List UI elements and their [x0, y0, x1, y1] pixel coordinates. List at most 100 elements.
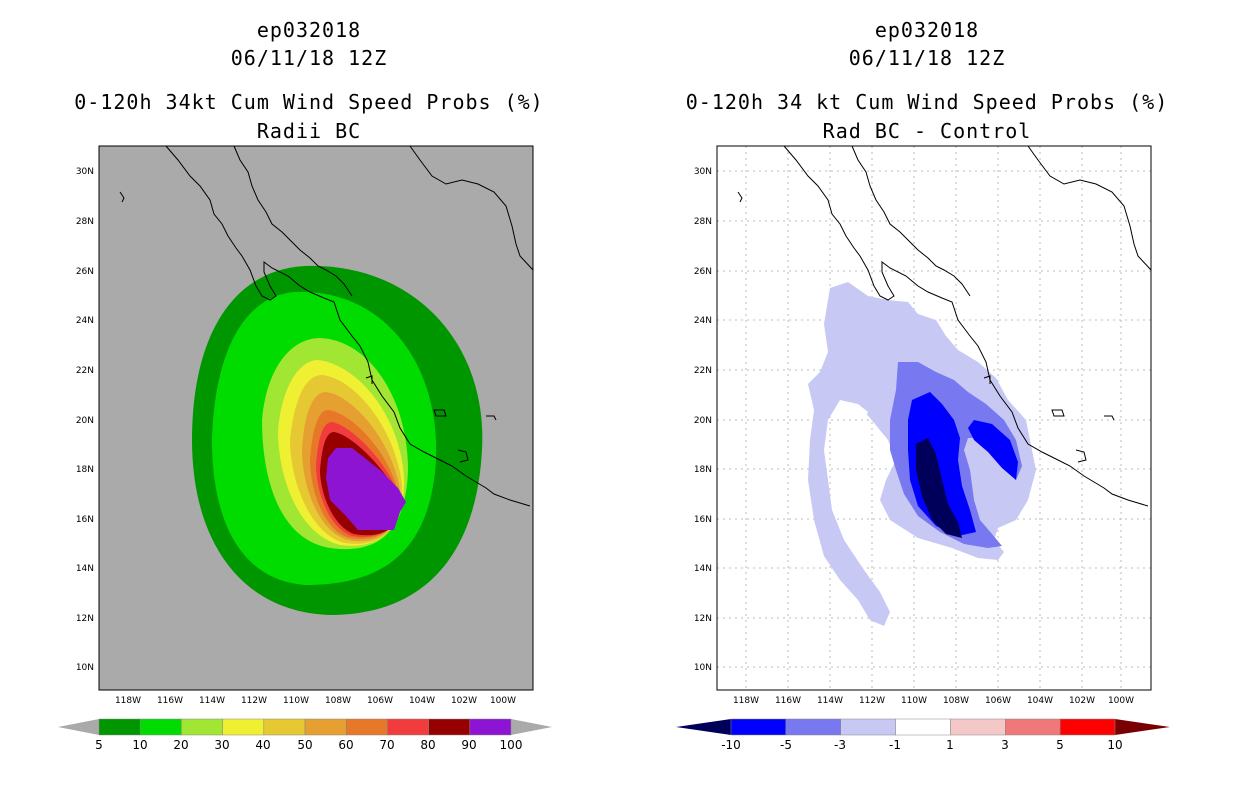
lon-label: 110W: [901, 696, 927, 706]
lon-label: 102W: [451, 696, 477, 706]
lon-label: 100W: [1108, 696, 1134, 706]
left-title: 0-120h 34kt Cum Wind Speed Probs (%): [74, 90, 544, 114]
lon-label: 116W: [157, 696, 183, 706]
right-gridlines: [717, 146, 1151, 690]
right-panel: ep032018 06/11/18 12Z 0-120h 34 kt Cum W…: [618, 0, 1236, 800]
colorbar-cell: [263, 718, 306, 736]
lat-label: 26N: [76, 267, 94, 277]
left-colorbar-low-arrow: [58, 719, 99, 735]
colorbar-label: 5: [95, 738, 103, 752]
lat-label: 20N: [76, 416, 94, 426]
left-datetime: 06/11/18 12Z: [230, 46, 388, 70]
lon-label: 110W: [283, 696, 309, 706]
lat-label: 28N: [694, 217, 712, 227]
right-colorbar: -10 -5 -3 -1 1 3 5 10: [676, 718, 1170, 752]
right-map-frame: [716, 145, 1152, 691]
left-colorbar: 5 10 20 30 40 50 60 70 80 90 100: [58, 718, 552, 752]
colorbar-label: 60: [338, 738, 353, 752]
colorbar-cell: [895, 718, 951, 736]
right-colorbar-cells: [730, 718, 1116, 736]
colorbar-label: 100: [500, 738, 523, 752]
colorbar-cell: [181, 718, 223, 736]
lat-label: 24N: [694, 316, 712, 326]
colorbar-cell: [222, 718, 265, 736]
colorbar-cell: [345, 718, 388, 736]
lat-label: 22N: [694, 366, 712, 376]
colorbar-cell: [304, 718, 347, 736]
lon-label: 100W: [490, 696, 516, 706]
colorbar-label: 20: [173, 738, 188, 752]
lon-label: 106W: [985, 696, 1011, 706]
right-map-figure: 30N 28N 26N 24N 22N 20N 18N 16N 14N 12N …: [676, 145, 1170, 752]
left-colorbar-high-arrow: [511, 719, 552, 735]
right-title: 0-120h 34 kt Cum Wind Speed Probs (%): [685, 90, 1169, 114]
lat-label: 18N: [76, 465, 94, 475]
colorbar-label: -3: [834, 738, 846, 752]
colorbar-label: 40: [255, 738, 270, 752]
lon-label: 108W: [943, 696, 969, 706]
colorbar-cell: [840, 718, 896, 736]
lat-label: 10N: [694, 663, 712, 673]
left-colorbar-labels: 5 10 20 30 40 50 60 70 80 90 100: [95, 738, 522, 752]
colorbar-cell: [139, 718, 182, 736]
right-datetime: 06/11/18 12Z: [848, 46, 1006, 70]
lon-label: 118W: [115, 696, 141, 706]
lat-label: 26N: [694, 267, 712, 277]
lon-label: 116W: [775, 696, 801, 706]
left-lat-labels: 30N 28N 26N 24N 22N 20N 18N 16N 14N 12N …: [76, 167, 94, 673]
right-diff-contours: [808, 282, 1036, 626]
left-panel: ep032018 06/11/18 12Z 0-120h 34kt Cum Wi…: [58, 18, 552, 752]
right-subtitle: Rad BC - Control: [822, 119, 1032, 143]
colorbar-label: 5: [1056, 738, 1064, 752]
colorbar-label: 80: [420, 738, 435, 752]
left-prob-contours: [192, 265, 483, 615]
lat-label: 14N: [694, 564, 712, 574]
colorbar-label: -1: [889, 738, 901, 752]
colorbar-cell: [98, 718, 141, 736]
lat-label: 16N: [694, 515, 712, 525]
colorbar-label: -5: [780, 738, 792, 752]
right-coastline: [737, 145, 1152, 507]
right-lat-labels: 30N 28N 26N 24N 22N 20N 18N 16N 14N 12N …: [694, 167, 712, 673]
left-map-frame: [98, 145, 534, 691]
contour-plus: [856, 404, 868, 420]
lat-label: 30N: [694, 167, 712, 177]
lon-label: 114W: [817, 696, 843, 706]
lon-label: 102W: [1069, 696, 1095, 706]
lon-label: 112W: [859, 696, 885, 706]
right-colorbar-high-arrow: [1115, 719, 1170, 735]
colorbar-label: 10: [132, 738, 147, 752]
lon-label: 104W: [409, 696, 435, 706]
lat-label: 12N: [694, 614, 712, 624]
right-lon-labels: 118W 116W 114W 112W 110W 108W 106W 104W …: [733, 696, 1134, 706]
lat-label: 18N: [694, 465, 712, 475]
colorbar-label: 30: [214, 738, 229, 752]
right-colorbar-low-arrow: [676, 719, 731, 735]
lat-label: 16N: [76, 515, 94, 525]
left-lon-labels: 118W 116W 114W 112W 110W 108W 106W 104W …: [115, 696, 516, 706]
colorbar-cell: [1059, 718, 1116, 736]
lon-label: 106W: [367, 696, 393, 706]
left-colorbar-cells: [98, 718, 512, 736]
lon-label: 114W: [199, 696, 225, 706]
colorbar-cell: [428, 718, 471, 736]
contour-minus10: [916, 438, 962, 538]
lon-label: 112W: [241, 696, 267, 706]
colorbar-cell: [785, 718, 841, 736]
left-coastline: [119, 145, 534, 507]
lat-label: 24N: [76, 316, 94, 326]
left-storm-id: ep032018: [256, 18, 362, 42]
colorbar-label: 50: [297, 738, 312, 752]
colorbar-label: 1: [946, 738, 954, 752]
left-subtitle: Radii BC: [256, 119, 362, 143]
lat-label: 14N: [76, 564, 94, 574]
left-map-figure: 30N 28N 26N 24N 22N 20N 18N 16N 14N 12N …: [58, 145, 552, 752]
colorbar-label: 10: [1107, 738, 1122, 752]
colorbar-label: 3: [1001, 738, 1009, 752]
colorbar-label: -10: [721, 738, 741, 752]
colorbar-cell: [469, 718, 512, 736]
lon-label: 108W: [325, 696, 351, 706]
colorbar-label: 70: [379, 738, 394, 752]
colorbar-cell: [387, 718, 429, 736]
lat-label: 30N: [76, 167, 94, 177]
